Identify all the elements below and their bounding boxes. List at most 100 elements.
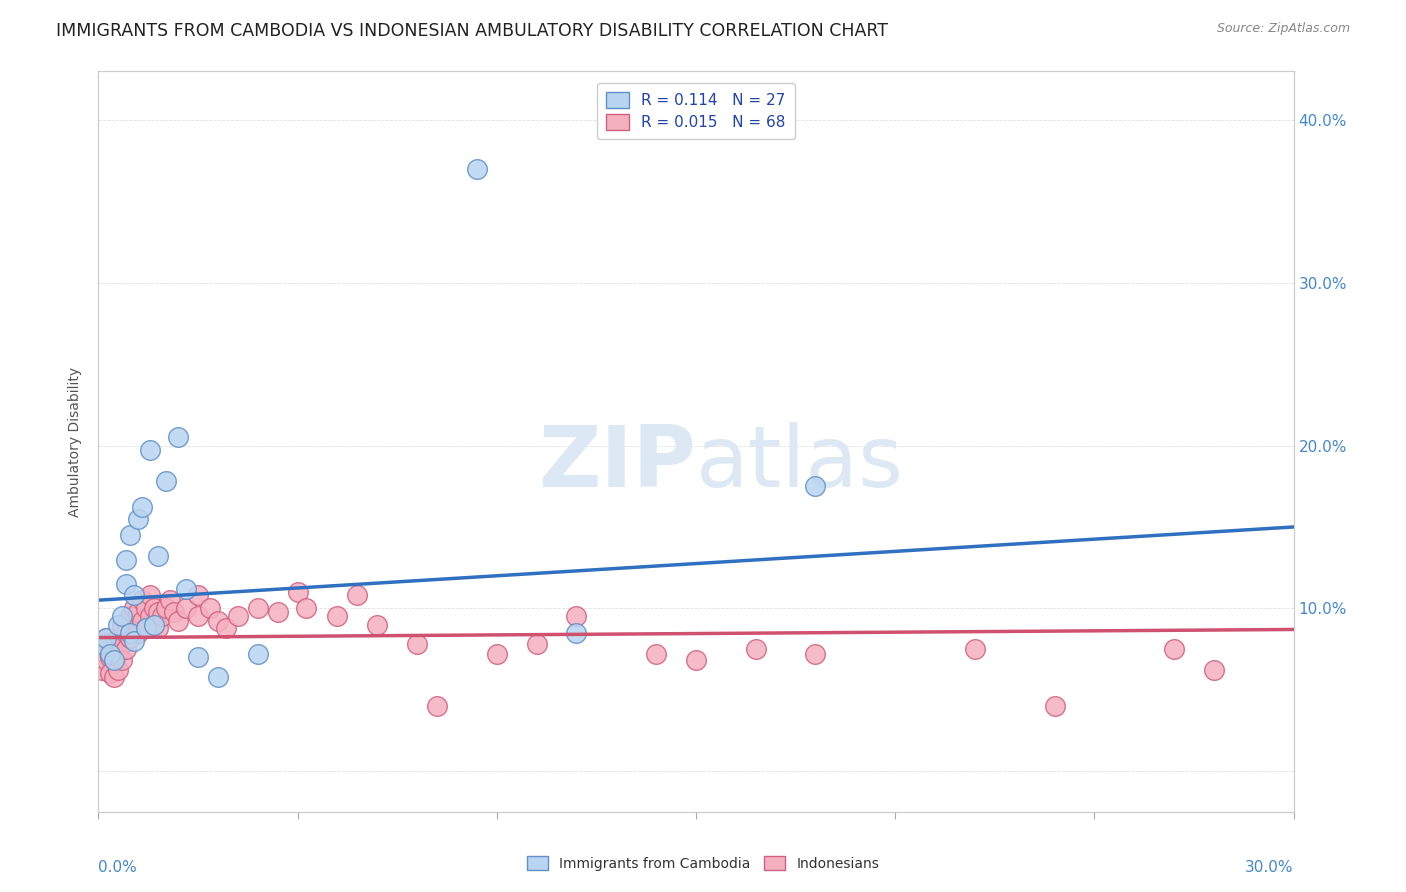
Point (124, 633, 146, 648)
Point (111, 609, 134, 624)
Point (645, 647, 668, 661)
Point (465, 161, 488, 176)
Point (98, 666, 122, 681)
Point (150, 609, 173, 624)
Point (127, 605, 149, 619)
Point (426, 698, 449, 713)
Legend: Immigrants from Cambodia, Indonesians: Immigrants from Cambodia, Indonesians (522, 850, 884, 876)
Point (135, 601, 157, 615)
Point (98, 650, 122, 665)
Point (91, 663, 114, 677)
Text: 30.0%: 30.0% (1246, 860, 1294, 875)
Point (139, 609, 162, 624)
Point (143, 617, 166, 632)
Point (155, 475, 177, 489)
Point (565, 609, 588, 624)
Point (96, 653, 118, 667)
Point (103, 653, 125, 667)
Point (103, 653, 125, 667)
Point (115, 642, 138, 657)
Point (91, 650, 114, 665)
Point (187, 609, 209, 624)
Point (96, 631, 118, 645)
Point (120, 625, 142, 640)
Point (120, 609, 142, 624)
Point (1202, 663, 1225, 677)
Point (963, 642, 986, 657)
Point (294, 601, 316, 615)
Point (135, 621, 157, 635)
Point (155, 601, 177, 615)
Point (187, 650, 209, 665)
Text: Source: ZipAtlas.com: Source: ZipAtlas.com (1216, 22, 1350, 36)
Point (111, 617, 134, 632)
Point (745, 642, 768, 657)
Point (246, 647, 269, 661)
Point (91, 637, 114, 651)
Point (366, 617, 388, 632)
Point (124, 588, 146, 602)
Point (226, 609, 249, 624)
Point (485, 647, 508, 661)
Point (120, 528, 142, 542)
Point (685, 653, 707, 667)
Point (198, 601, 221, 615)
Point (159, 593, 181, 607)
Point (98, 647, 122, 661)
Point (103, 642, 125, 657)
Point (346, 588, 368, 602)
Point (103, 670, 125, 684)
Point (115, 625, 138, 640)
Point (91, 637, 114, 651)
Point (111, 653, 134, 667)
Point (131, 593, 153, 607)
Point (139, 443, 162, 458)
Point (111, 637, 134, 651)
Point (246, 601, 269, 615)
Point (115, 552, 138, 566)
Point (167, 615, 190, 629)
Point (107, 663, 129, 677)
Text: IMMIGRANTS FROM CAMBODIA VS INDONESIAN AMBULATORY DISABILITY CORRELATION CHART: IMMIGRANTS FROM CAMBODIA VS INDONESIAN A… (56, 22, 889, 40)
Point (115, 577, 138, 591)
Point (143, 617, 166, 632)
Point (267, 605, 290, 619)
Point (107, 647, 129, 661)
Point (187, 588, 209, 602)
Point (148, 549, 170, 564)
Point (127, 512, 149, 526)
Point (127, 625, 149, 640)
Point (1043, 698, 1066, 713)
Point (406, 637, 429, 651)
Point (139, 588, 162, 602)
Point (207, 615, 229, 629)
Point (107, 617, 129, 632)
Text: 0.0%: 0.0% (98, 860, 138, 875)
Point (1163, 642, 1185, 657)
Point (124, 601, 146, 615)
Point (565, 625, 588, 640)
Point (135, 621, 157, 635)
Point (804, 479, 827, 493)
Point (124, 621, 146, 635)
Point (526, 637, 548, 651)
Point (326, 609, 349, 624)
Point (215, 621, 238, 635)
Y-axis label: Ambulatory Disability: Ambulatory Disability (69, 367, 83, 516)
Point (131, 500, 153, 515)
Point (148, 621, 170, 635)
Text: atlas: atlas (696, 422, 904, 505)
Point (143, 601, 166, 615)
Point (107, 631, 129, 645)
Point (174, 582, 197, 596)
Point (804, 647, 827, 661)
Legend: R = 0.114   N = 27, R = 0.015   N = 68: R = 0.114 N = 27, R = 0.015 N = 68 (598, 83, 794, 139)
Point (167, 430, 190, 444)
Point (96, 642, 118, 657)
Point (98, 637, 122, 651)
Point (131, 615, 153, 629)
Point (96, 631, 118, 645)
Point (148, 605, 170, 619)
Point (207, 670, 229, 684)
Point (120, 631, 142, 645)
